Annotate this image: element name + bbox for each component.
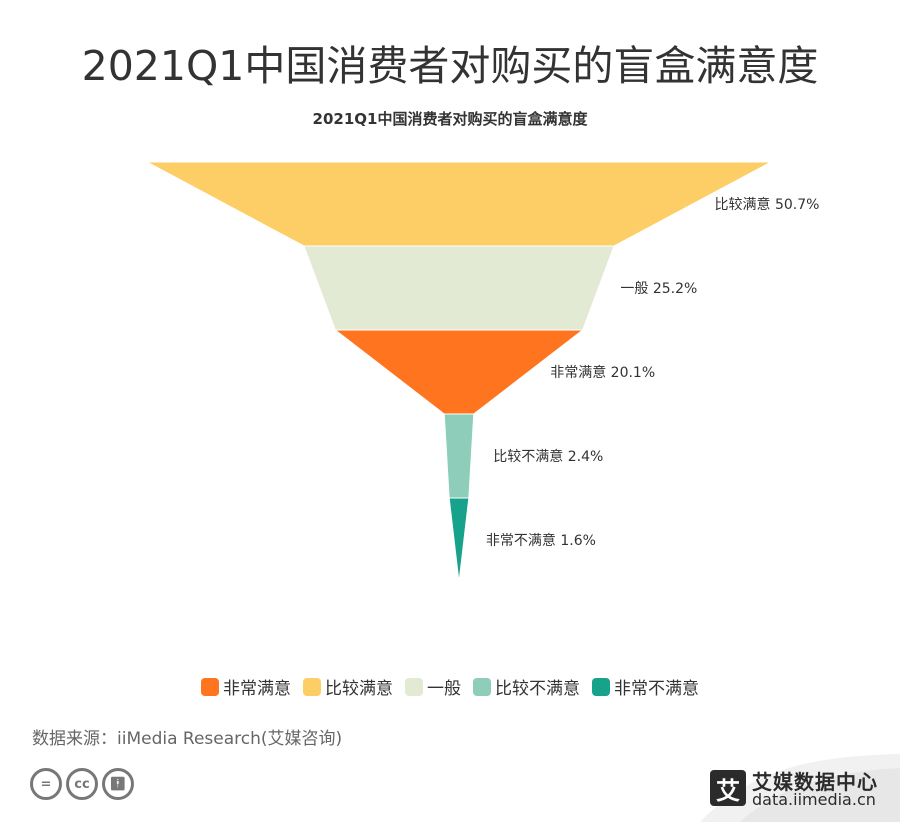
page-title: 2021Q1中国消费者对购买的盲盒满意度 (81, 42, 819, 90)
legend-swatch (473, 677, 491, 696)
legend-swatch (592, 677, 610, 696)
legend-swatch (405, 677, 423, 696)
source-note: 数据来源：iiMedia Research(艾媒咨询) (32, 729, 343, 749)
funnel-segment (448, 497, 470, 583)
equal-icon: = (30, 768, 62, 800)
legend-label: 非常不满意 (614, 679, 699, 699)
funnel-label: 非常不满意 1.6% (486, 532, 596, 549)
legend-label: 一般 (427, 679, 461, 699)
funnel-segment (443, 413, 475, 499)
funnel-label: 非常满意 20.1% (550, 364, 655, 381)
chart-title: 2021Q1中国消费者对购买的盲盒满意度 (312, 110, 588, 128)
license-icons: = cc 🚹︎ (30, 768, 134, 800)
legend-item[interactable]: 比较不满意 (473, 674, 580, 699)
legend-swatch (303, 677, 321, 696)
corner-decoration (700, 754, 900, 822)
legend: 非常满意 比较满意 一般 比较不满意 非常不满意 (0, 674, 900, 699)
funnel-label: 一般 25.2% (620, 281, 697, 297)
legend-label: 非常满意 (223, 679, 291, 699)
legend-item[interactable]: 非常满意 (201, 674, 291, 699)
legend-swatch (201, 677, 219, 696)
legend-item[interactable]: 非常不满意 (592, 674, 699, 699)
funnel-segment (303, 245, 615, 331)
funnel-label: 比较满意 50.7% (715, 196, 820, 213)
legend-item[interactable]: 比较满意 (303, 674, 393, 699)
brand-name: 艾媒数据中心 (752, 770, 878, 794)
funnel-label: 比较不满意 2.4% (493, 448, 603, 465)
legend-item[interactable]: 一般 (405, 674, 461, 699)
funnel-segment (333, 329, 585, 415)
brand-url: data.iimedia.cn (752, 790, 876, 809)
person-icon: 🚹︎ (102, 768, 134, 800)
legend-label: 比较满意 (325, 679, 393, 699)
brand-logo: 艾 (710, 770, 746, 806)
legend-label: 比较不满意 (495, 679, 580, 699)
cc-icon: cc (66, 768, 98, 800)
funnel-chart: 比较满意 50.7% 一般 25.2% 非常满意 20.1% 比较不满意 2.4% 非常… (146, 161, 820, 583)
funnel-segment (146, 161, 772, 247)
